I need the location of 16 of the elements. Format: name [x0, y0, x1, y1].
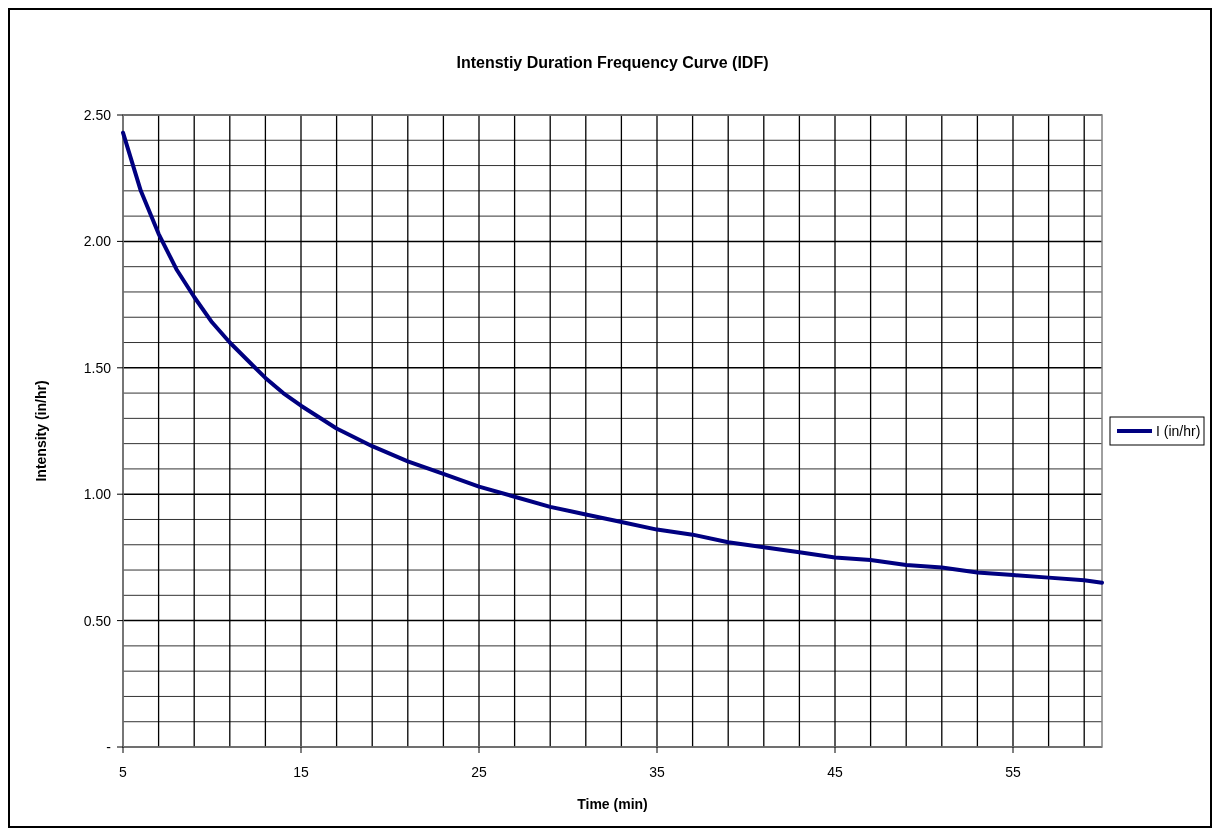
- y-tick-label: -: [106, 738, 112, 755]
- y-axis-title: Intensity (in/hr): [33, 380, 49, 482]
- x-tick-label: 25: [471, 764, 487, 780]
- y-tick-label: 1.50: [83, 359, 112, 376]
- y-tick-label: 2.50: [83, 106, 112, 123]
- chart-title: Intenstiy Duration Frequency Curve (IDF): [456, 54, 769, 71]
- x-axis-title: Time (min): [577, 796, 648, 812]
- x-tick-label: 55: [1005, 764, 1021, 780]
- y-tick-label: 1.00: [83, 486, 112, 503]
- y-tick-label: 0.50: [83, 612, 112, 629]
- x-tick-label: 15: [293, 764, 309, 780]
- x-tick-label: 5: [119, 764, 128, 780]
- x-tick-label: 45: [827, 764, 843, 780]
- legend-label: I (in/hr): [1156, 422, 1201, 439]
- y-tick-label: 2.00: [83, 233, 112, 250]
- x-tick-label: 35: [649, 764, 665, 780]
